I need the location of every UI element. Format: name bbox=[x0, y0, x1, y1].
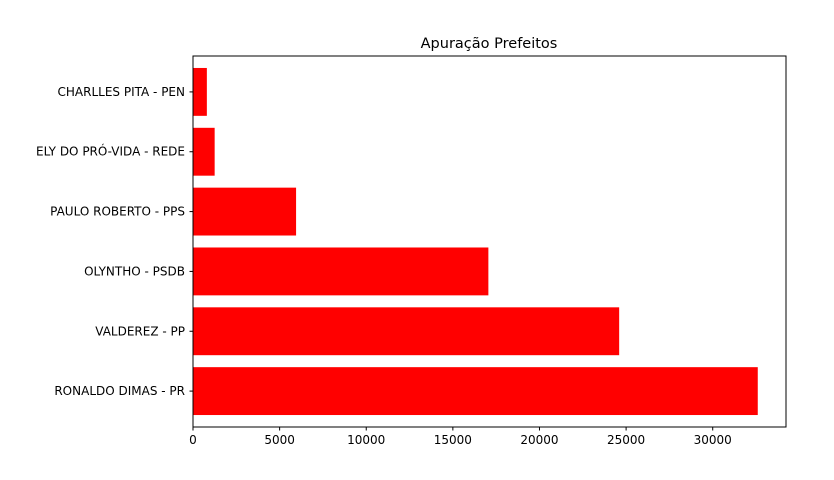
x-tick-label: 0 bbox=[189, 433, 197, 447]
x-tick-label: 5000 bbox=[264, 433, 295, 447]
y-tick-label: OLYNTHO - PSDB bbox=[84, 264, 185, 278]
bar-6 bbox=[193, 67, 207, 116]
bar-2 bbox=[193, 307, 620, 356]
bars-layer bbox=[193, 67, 758, 416]
y-tick-label: PAULO ROBERTO - PPS bbox=[50, 205, 185, 219]
y-tick-label: ELY DO PRÓ-VIDA - REDE bbox=[36, 144, 185, 159]
plot-frame bbox=[192, 55, 787, 428]
y-tick-label: VALDEREZ - PP bbox=[95, 324, 185, 338]
x-tick-label: 15000 bbox=[434, 433, 472, 447]
bar-1 bbox=[193, 367, 758, 416]
x-tick-label: 25000 bbox=[607, 433, 645, 447]
y-tick-label: RONALDO DIMAS - PR bbox=[54, 384, 185, 398]
x-axis: 0 5000 10000 15000 20000 25000 30000 bbox=[189, 427, 732, 447]
y-axis: RONALDO DIMAS - PR VALDEREZ - PP OLYNTHO -… bbox=[36, 85, 193, 398]
bar-5 bbox=[193, 127, 215, 176]
x-tick-label: 20000 bbox=[520, 433, 558, 447]
bar-4 bbox=[193, 187, 297, 236]
y-tick-label: CHARLLES PITA - PEN bbox=[58, 85, 185, 99]
bar-3 bbox=[193, 247, 489, 296]
x-tick-label: 30000 bbox=[694, 433, 732, 447]
chart-title: Apuração Prefeitos bbox=[421, 36, 558, 52]
x-tick-label: 10000 bbox=[347, 433, 385, 447]
